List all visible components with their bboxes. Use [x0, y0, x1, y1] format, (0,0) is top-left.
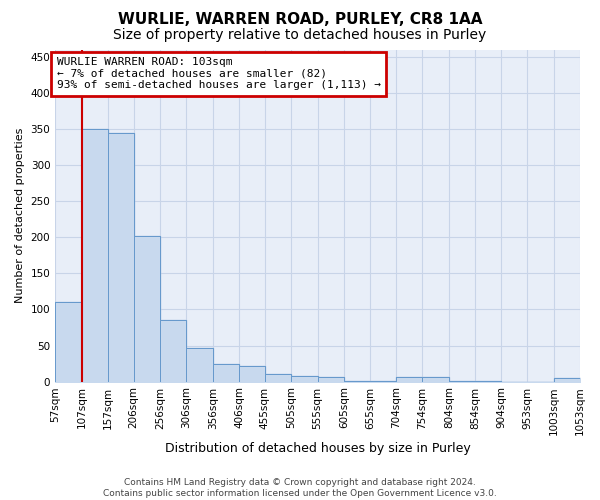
Text: Contains HM Land Registry data © Crown copyright and database right 2024.
Contai: Contains HM Land Registry data © Crown c… [103, 478, 497, 498]
Bar [344, 381, 370, 382]
Bar [160, 320, 187, 382]
Bar [213, 364, 239, 382]
Bar [580, 378, 600, 382]
Bar [187, 348, 213, 382]
Bar [82, 130, 108, 382]
Text: Size of property relative to detached houses in Purley: Size of property relative to detached ho… [113, 28, 487, 42]
Bar [449, 381, 475, 382]
Text: WURLIE WARREN ROAD: 103sqm
← 7% of detached houses are smaller (82)
93% of semi-: WURLIE WARREN ROAD: 103sqm ← 7% of detac… [57, 57, 381, 90]
Bar [422, 376, 449, 382]
Bar [239, 366, 265, 382]
Bar [475, 381, 502, 382]
Bar [265, 374, 291, 382]
Bar [554, 378, 580, 382]
Bar [370, 381, 396, 382]
Text: WURLIE, WARREN ROAD, PURLEY, CR8 1AA: WURLIE, WARREN ROAD, PURLEY, CR8 1AA [118, 12, 482, 28]
X-axis label: Distribution of detached houses by size in Purley: Distribution of detached houses by size … [165, 442, 470, 455]
Y-axis label: Number of detached properties: Number of detached properties [15, 128, 25, 304]
Bar [317, 377, 344, 382]
Bar [291, 376, 317, 382]
Bar [396, 376, 422, 382]
Bar [134, 236, 160, 382]
Bar [55, 302, 82, 382]
Bar [108, 133, 134, 382]
